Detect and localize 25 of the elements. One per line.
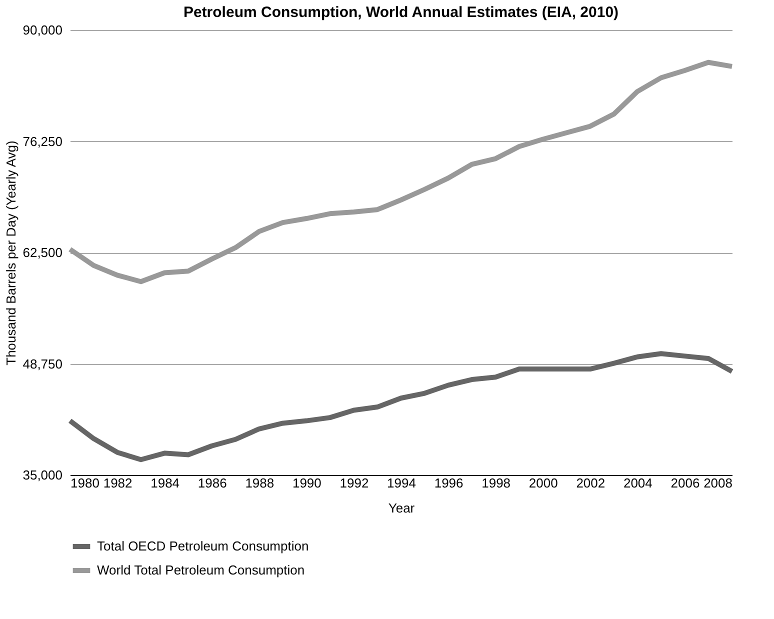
x-tick-label: 2000 [528,476,558,490]
x-tick-label: 1982 [103,476,132,490]
x-tick-label: 1984 [150,476,180,490]
y-tick-label: 35,000 [22,468,62,482]
y-tick-label: 62,500 [22,245,62,260]
y-tick-label: 76,250 [22,134,62,149]
legend-label: World Total Petroleum Consumption [97,562,305,578]
x-axis-title: Year [388,500,416,516]
x-tick-label: 1986 [198,476,227,490]
x-tick-label: 1988 [245,476,274,490]
x-tick-label: 2004 [623,476,652,490]
x-tick-label: 2006 [670,476,700,490]
x-tick-label: 2002 [576,476,606,490]
y-axis-title: Thousand Barrels per Day (Yearly Avg) [4,140,19,366]
x-tick-label: 1980 [70,476,100,490]
legend-label: Total OECD Petroleum Consumption [97,538,309,554]
x-tick-label: 1996 [434,476,464,490]
chart-title: Petroleum Consumption, World Annual Estimates (EIA, 2010) [183,4,619,21]
x-tick-label: 1990 [292,476,322,490]
x-tick-label: 1994 [387,476,416,490]
y-tick-label: 48,750 [22,356,62,372]
x-tick-label: 1998 [482,476,511,490]
x-tick-label: 2008 [704,476,732,490]
y-tick-label: 90,000 [22,22,62,38]
x-tick-label: 1992 [340,476,369,490]
